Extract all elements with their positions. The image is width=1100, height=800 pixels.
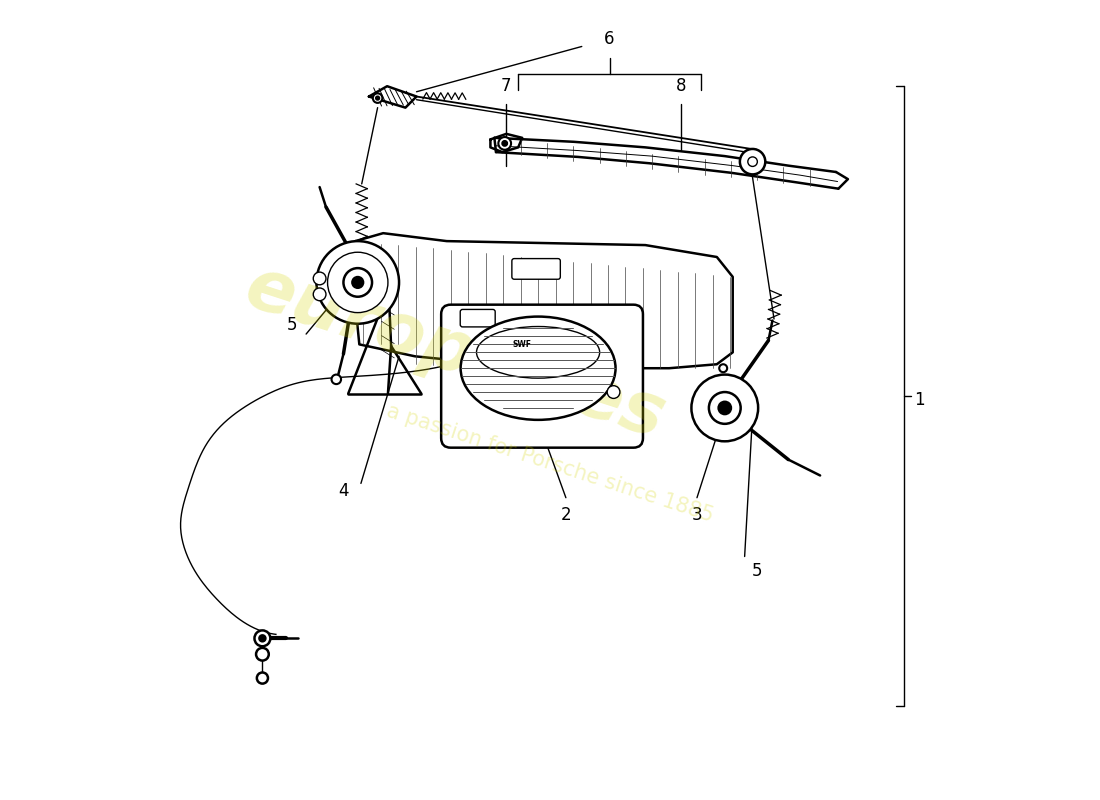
Circle shape	[256, 648, 268, 661]
Circle shape	[314, 288, 326, 301]
Circle shape	[328, 252, 388, 313]
Circle shape	[498, 137, 512, 150]
Ellipse shape	[461, 317, 616, 420]
Circle shape	[503, 141, 507, 146]
Text: 5: 5	[751, 562, 762, 580]
Circle shape	[718, 402, 732, 414]
Text: 5: 5	[287, 315, 297, 334]
Circle shape	[257, 673, 268, 684]
Circle shape	[719, 364, 727, 372]
Circle shape	[748, 157, 757, 166]
Circle shape	[331, 374, 341, 384]
Text: 3: 3	[692, 506, 702, 524]
Text: a passion for Porsche since 1885: a passion for Porsche since 1885	[384, 401, 716, 526]
Circle shape	[260, 635, 265, 642]
Circle shape	[373, 94, 383, 103]
Circle shape	[352, 277, 363, 288]
FancyBboxPatch shape	[460, 310, 495, 327]
Text: 7: 7	[502, 77, 512, 95]
Text: 2: 2	[561, 506, 571, 524]
FancyBboxPatch shape	[441, 305, 642, 448]
Text: 8: 8	[675, 77, 686, 95]
Circle shape	[314, 272, 326, 285]
Text: 6: 6	[604, 30, 615, 47]
Text: europlates: europlates	[236, 252, 673, 453]
Circle shape	[692, 374, 758, 442]
Text: 1: 1	[914, 391, 925, 409]
Circle shape	[708, 392, 740, 424]
Circle shape	[317, 241, 399, 324]
FancyBboxPatch shape	[512, 258, 560, 279]
Text: SWF: SWF	[513, 340, 531, 349]
Circle shape	[254, 630, 271, 646]
Circle shape	[343, 268, 372, 297]
Ellipse shape	[476, 326, 600, 378]
Circle shape	[607, 386, 620, 398]
Text: 4: 4	[338, 482, 349, 500]
Circle shape	[376, 97, 380, 100]
Circle shape	[740, 149, 766, 174]
